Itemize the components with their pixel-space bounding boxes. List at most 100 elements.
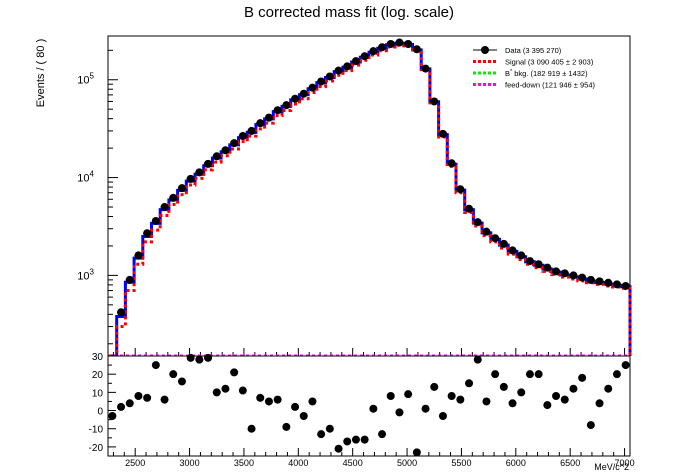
data-point [517, 251, 526, 260]
y-tick-label: 104 [77, 170, 94, 185]
data-point [378, 43, 387, 52]
pull-point [299, 412, 308, 420]
data-point [317, 77, 326, 86]
pull-point [204, 353, 213, 362]
data-point [412, 45, 421, 54]
legend: Data (3 395 270) Signal (3 090 405 ± 2 90… [473, 46, 596, 90]
data-point [369, 47, 378, 56]
pull-x-tick-label: 3500 [234, 458, 254, 468]
data-point [404, 39, 413, 48]
pull-point [404, 390, 413, 399]
data-point [125, 275, 134, 284]
pull-point [517, 388, 526, 397]
main-plot-frame [107, 35, 631, 357]
data-point [543, 263, 552, 272]
pull-point [508, 399, 517, 408]
pull-point [578, 373, 587, 382]
data-point [160, 203, 169, 212]
data-point [560, 269, 569, 278]
pull-point [186, 353, 195, 362]
data-point [256, 119, 265, 128]
pull-point [447, 392, 456, 400]
data-point [473, 218, 482, 227]
pull-point [360, 435, 369, 444]
data-point [578, 273, 587, 282]
pull-point [143, 393, 152, 402]
pull-point [108, 412, 117, 420]
data-point [569, 271, 578, 280]
pull-point [177, 377, 186, 386]
legend-entry: feed-down (121 946 ± 954) [505, 81, 596, 90]
pull-point [151, 361, 160, 370]
pull-point [456, 395, 465, 404]
pull-point [273, 395, 282, 404]
pull-y-tick-label: 20 [92, 370, 104, 381]
data-point [552, 267, 561, 276]
data-point [117, 308, 126, 317]
data-point [534, 260, 543, 269]
data-point [386, 39, 395, 48]
y-tick-label: 105 [77, 72, 94, 87]
pull-x-tick-label: 3000 [180, 458, 200, 468]
pull-point [334, 444, 343, 453]
pull-point [621, 361, 630, 370]
data-point [325, 72, 334, 81]
data-point [177, 184, 186, 193]
pull-point [552, 392, 561, 400]
data-point [604, 278, 613, 287]
pull-point [169, 370, 178, 379]
data-point [169, 193, 178, 202]
pull-point [491, 370, 500, 379]
pull-point [430, 382, 439, 391]
data-point [351, 57, 360, 66]
pull-x-tick-label: 5000 [397, 458, 417, 468]
main-y-axis: 103 104 105 [77, 49, 118, 345]
data-point [291, 94, 300, 103]
data-point [621, 281, 630, 290]
pull-axes: -20 -10 0 10 20 30 2500 3000 3500 4000 4500 5000 550… [89, 352, 635, 468]
pull-point [412, 448, 421, 457]
pull-point [482, 397, 491, 406]
pull-point [499, 382, 508, 391]
pull-x-tick-label: 4000 [288, 458, 308, 468]
pull-x-tick-label: 4500 [343, 458, 363, 468]
pull-x-tick-label: 5500 [451, 458, 471, 468]
data-point [343, 62, 352, 71]
legend-marker-point [481, 46, 489, 54]
data-point [282, 101, 291, 110]
pull-point [465, 379, 474, 388]
data-point [586, 275, 595, 284]
data-point [499, 239, 508, 248]
data-point [230, 139, 239, 148]
pull-y-tick-label: 10 [92, 388, 104, 399]
pull-point [230, 368, 239, 377]
x-axis-label: MeV/c^2 [594, 462, 629, 472]
data-point [465, 204, 474, 213]
data-point [143, 229, 152, 238]
pull-plot-frame [107, 355, 631, 457]
pull-point [264, 397, 273, 406]
data-point [525, 257, 534, 266]
main-plot: 103 104 105 Events / ( 80 ) [35, 35, 632, 358]
data-point [264, 113, 273, 122]
data-point [430, 97, 439, 106]
data-point [186, 174, 195, 183]
pull-x-tick-label: 6000 [506, 458, 526, 468]
pull-point [282, 422, 291, 431]
pull-point [604, 384, 613, 393]
pull-point [160, 395, 169, 404]
data-point [204, 159, 213, 168]
legend-entry: Data (3 395 270) [505, 46, 562, 55]
data-point [308, 83, 317, 92]
pull-x-tick-label: 6500 [560, 458, 580, 468]
series-step-line [108, 43, 632, 358]
pull-x-tick-label: 7000 [615, 458, 635, 468]
pull-point [534, 370, 543, 379]
pull-y-tick-label: 0 [97, 407, 103, 418]
legend-entry: B* bkg. (182 919 ± 1432) [505, 69, 588, 78]
pull-plot: -20 -10 0 10 20 30 2500 3000 3500 4000 4500 5000 550… [89, 352, 635, 472]
data-point [456, 185, 465, 194]
data-point [221, 146, 230, 155]
data-point [438, 129, 447, 138]
